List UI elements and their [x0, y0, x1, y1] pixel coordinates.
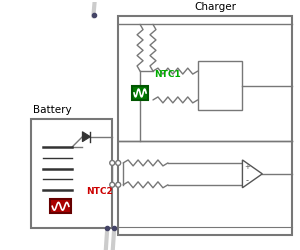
Polygon shape [82, 132, 90, 142]
Text: +: + [244, 164, 250, 170]
Text: NTC1: NTC1 [154, 70, 181, 79]
Text: Charger: Charger [194, 2, 236, 12]
Text: Battery: Battery [33, 105, 71, 115]
Circle shape [110, 160, 115, 166]
Bar [118, 16, 292, 235]
Text: -: - [246, 176, 249, 185]
Text: NTC2: NTC2 [86, 187, 113, 196]
Bar [31, 119, 112, 228]
Bar [198, 61, 242, 110]
Circle shape [110, 182, 115, 187]
Bar [50, 199, 71, 213]
Circle shape [116, 182, 121, 187]
Circle shape [116, 160, 121, 166]
Bar [132, 86, 148, 100]
Polygon shape [242, 160, 262, 188]
